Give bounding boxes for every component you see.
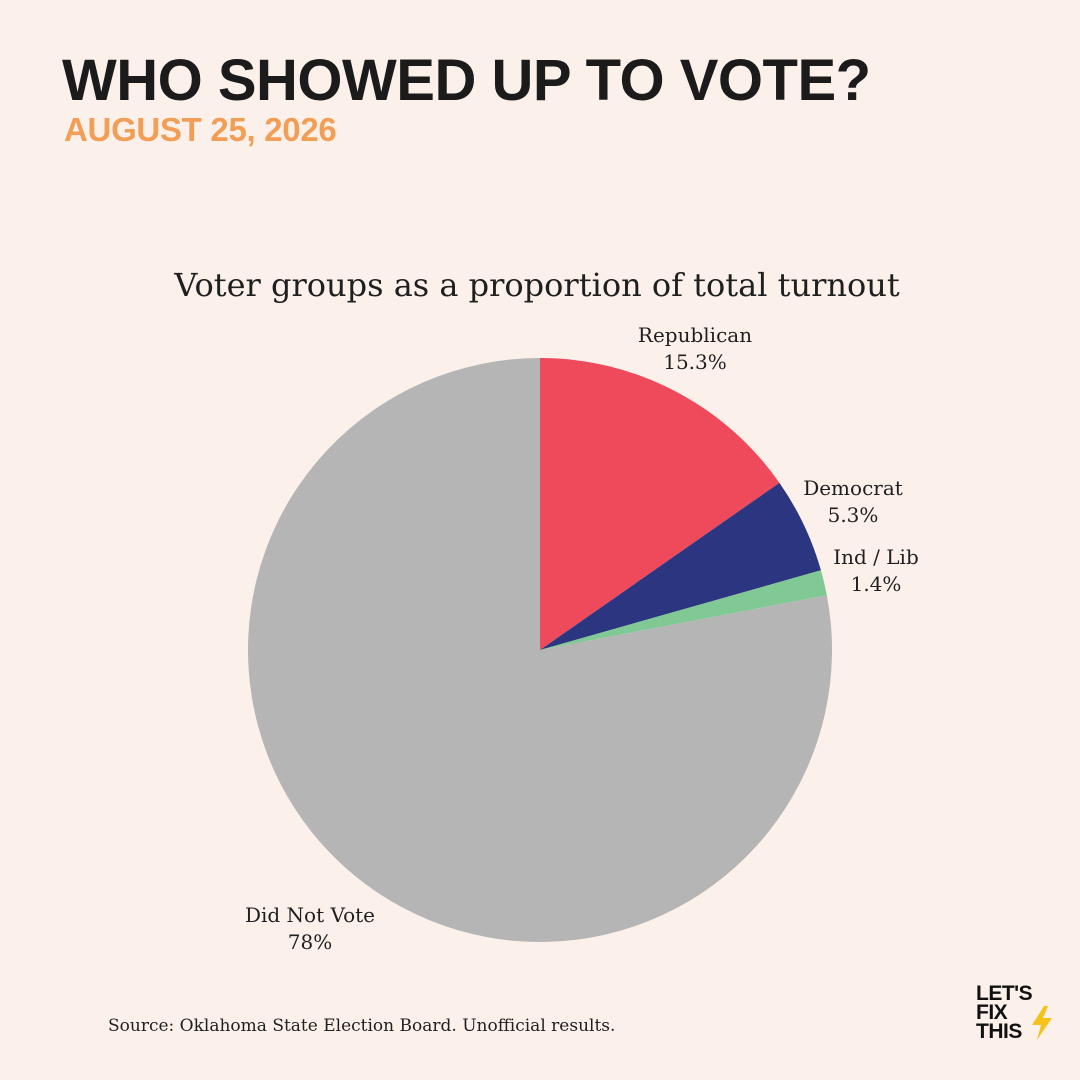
election-date: AUGUST 25, 2026	[64, 111, 337, 148]
logo-line-1: LET'S	[976, 982, 1033, 1005]
slice-label-ind-lib: Ind / Lib	[833, 545, 919, 569]
slice-label-republican: Republican	[638, 323, 752, 347]
logo-line-2: FIX	[976, 1001, 1008, 1024]
source-note: Source: Oklahoma State Election Board. U…	[108, 1016, 616, 1036]
slice-label-democrat: Democrat	[803, 476, 903, 500]
headline: WHO SHOWED UP TO VOTE?	[62, 48, 871, 113]
lets-fix-this-logo: LET'S FIX THIS	[976, 982, 1056, 1048]
pie-labels: Republican 15.3% Democrat 5.3% Ind / Lib 1.4%…	[245, 323, 919, 954]
chart-title: Voter groups as a proportion of total tu…	[173, 266, 900, 304]
pie-slice-republican	[540, 358, 780, 650]
pie-slices	[248, 358, 833, 942]
pie-slice-ind-lib	[540, 570, 827, 650]
slice-value-ind-lib: 1.4%	[851, 572, 902, 596]
pie-slice-democrat	[540, 482, 821, 650]
slice-label-did-not-vote: Did Not Vote	[245, 903, 375, 927]
slice-value-republican: 15.3%	[663, 350, 727, 374]
lightning-bolt-icon	[1032, 1006, 1052, 1040]
slice-value-democrat: 5.3%	[828, 503, 879, 527]
pie-slice-did-not-vote	[248, 358, 833, 942]
logo-line-3: THIS	[976, 1020, 1022, 1043]
slice-value-did-not-vote: 78%	[288, 930, 332, 954]
